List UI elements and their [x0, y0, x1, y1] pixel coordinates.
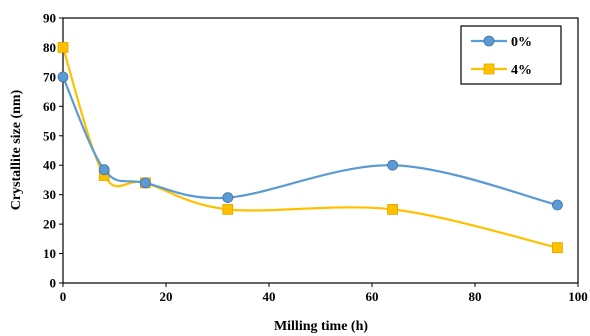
data-point-marker [552, 242, 563, 254]
y-axis-title: Crystallite size (nm) [9, 89, 24, 210]
y-tick-label: 0 [50, 276, 57, 291]
y-tick-label: 30 [43, 187, 56, 202]
data-point-marker [222, 192, 234, 204]
data-point-marker [57, 71, 69, 83]
data-point-marker [57, 42, 69, 53]
x-tick-label: 80 [469, 289, 482, 304]
x-tick-label: 0 [60, 289, 67, 304]
data-point-marker [387, 203, 399, 215]
data-point-marker [222, 203, 234, 215]
x-axis-title: Milling time (h) [274, 319, 368, 334]
y-tick-label: 60 [43, 99, 56, 114]
y-tick-label: 90 [43, 11, 56, 26]
series-line [61, 76, 558, 207]
data-point-marker [552, 199, 563, 211]
legend-swatch-marker [483, 63, 495, 75]
y-tick-label: 20 [43, 217, 56, 232]
plot-area-border [62, 17, 579, 284]
legend-box [460, 25, 562, 85]
y-axis-ticks: 0 10 20 30 40 50 60 70 80 90 [43, 11, 63, 291]
legend-label: 4% [511, 63, 532, 78]
x-tick-label: 40 [263, 289, 276, 304]
legend-swatch-marker [483, 35, 495, 47]
legend-label: 0% [511, 35, 532, 50]
data-point-marker [139, 177, 151, 189]
y-tick-label: 40 [43, 158, 56, 173]
series-zero-percent [57, 71, 563, 211]
x-tick-label: 20 [160, 289, 173, 304]
series-line [61, 47, 558, 249]
data-point-marker [98, 164, 110, 176]
series-layer [57, 42, 563, 254]
legend: 0% 4% [460, 25, 562, 85]
y-tick-label: 70 [43, 69, 56, 84]
y-tick-label: 80 [43, 40, 56, 55]
plot-frame [62, 17, 579, 284]
data-point-marker [387, 159, 399, 171]
x-tick-label: 100 [568, 289, 588, 304]
y-tick-label: 10 [43, 246, 56, 261]
x-axis-ticks: 0 20 40 60 80 100 [60, 283, 588, 304]
x-tick-label: 60 [366, 289, 379, 304]
y-tick-label: 50 [43, 128, 56, 143]
